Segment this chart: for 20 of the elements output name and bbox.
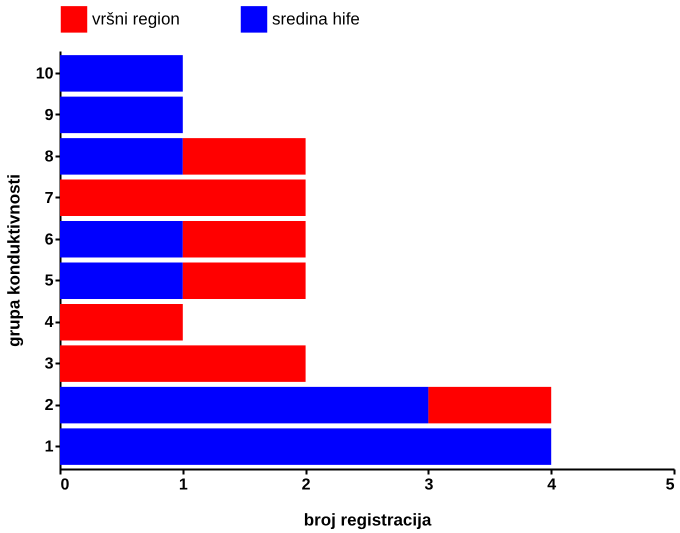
y-tick-label: 7 [44,190,54,207]
y-tick-label: 1 [44,438,54,456]
x-tick-label: 2 [302,476,311,494]
y-tick-label: 6 [44,231,54,248]
x-tick-label: 1 [178,476,188,494]
x-tick-label: 4 [547,476,556,494]
x-tick-label: 5 [666,476,675,494]
y-tick-label: 5 [44,272,54,290]
legend-label: sredina hife [272,9,360,28]
y-tick-label: 9 [44,106,54,124]
y-tick-label: 8 [44,148,54,166]
x-tick-label: 0 [60,476,70,494]
y-tick-label: 3 [44,356,54,373]
legend-label: vršni region [92,9,180,28]
x-axis-title: broj registracija [304,510,432,530]
y-axis-title: grupa konduktivnosti [4,174,24,347]
y-tick-label: 4 [44,314,54,332]
x-tick-label: 3 [424,476,434,494]
y-tick-label: 2 [44,397,54,414]
y-tick-label: 10 [36,65,54,82]
